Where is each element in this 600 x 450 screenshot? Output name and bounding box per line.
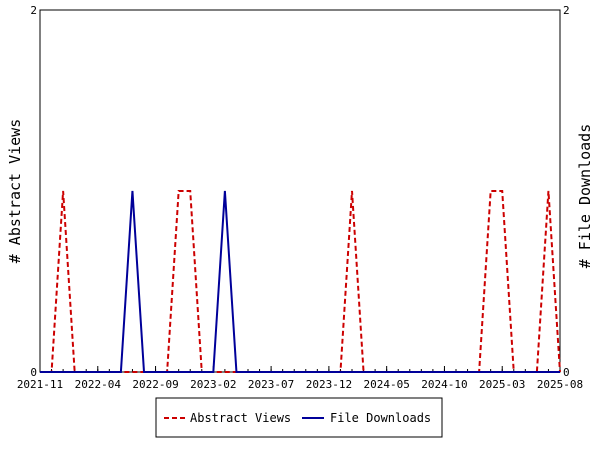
legend: Abstract Views File Downloads (155, 397, 443, 438)
x-axis-tick-labels: 2021-11 2022-04 2022-09 2023-02 2023-07 2023-… (17, 378, 583, 391)
plot-frame (39, 9, 561, 373)
legend-label-file-downloads: File Downloads (330, 411, 431, 425)
y-axis-left-title: # Abstract Views (6, 119, 24, 264)
series-lines (40, 190, 561, 373)
x-tick-label: 2023-12 (306, 378, 352, 391)
x-tick-label: 2025-03 (479, 378, 525, 391)
legend-label-abstract-views: Abstract Views (190, 411, 291, 425)
x-tick-label: 2022-09 (132, 378, 178, 391)
x-tick-label: 2024-10 (421, 378, 467, 391)
x-tick-label: 2024-05 (363, 378, 409, 391)
x-tick-label: 2023-02 (190, 378, 236, 391)
y-axis-right-title: # File Downloads (576, 124, 594, 269)
x-tick-label: 2023-07 (248, 378, 294, 391)
y-axis-tick-labels: 0 2 0 2 (30, 4, 569, 379)
x-tick-label: 2025-08 (537, 378, 583, 391)
series-line-file-downloads (40, 190, 560, 373)
y-right-tick-label: 2 (563, 4, 570, 17)
y-right-tick-label: 0 (563, 366, 570, 379)
x-tick-label: 2021-11 (17, 378, 63, 391)
x-tick-label: 2022-04 (75, 378, 122, 391)
y-left-tick-label: 2 (30, 4, 37, 17)
y-left-tick-label: 0 (30, 366, 37, 379)
legend-box (155, 397, 443, 438)
